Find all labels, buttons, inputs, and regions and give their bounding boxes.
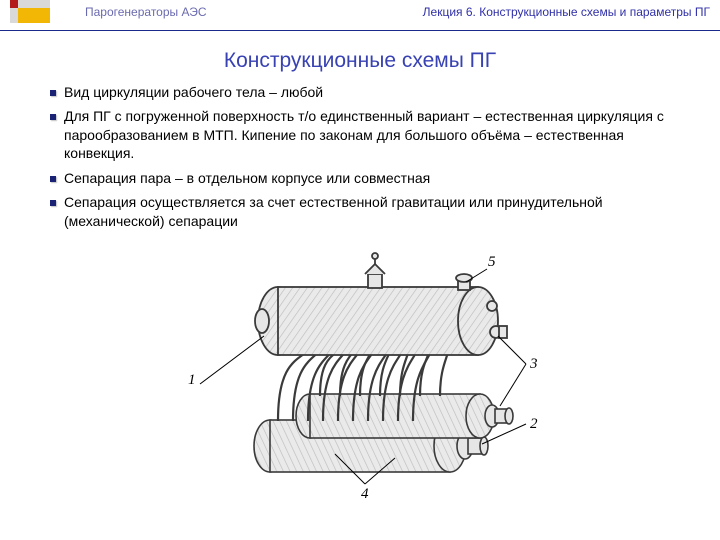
- header-left-text: Парогенераторы АЭС: [85, 5, 207, 19]
- figure-label-3: 3: [529, 356, 538, 372]
- bullet-list: Вид циркуляции рабочего тела – любой Для…: [50, 83, 686, 230]
- list-item: Сепарация осуществляется за счет естеств…: [50, 193, 686, 230]
- figure-label-5: 5: [488, 254, 496, 270]
- figure-label-2: 2: [530, 416, 538, 432]
- list-item: Вид циркуляции рабочего тела – любой: [50, 83, 686, 101]
- header-right-text: Лекция 6. Конструкционные схемы и параме…: [423, 5, 710, 19]
- slide-header: Парогенераторы АЭС Лекция 6. Конструкцио…: [0, 0, 720, 31]
- figure-label-1: 1: [188, 372, 196, 388]
- figure-label-4: 4: [361, 486, 369, 502]
- slide-title: Конструкционные схемы ПГ: [0, 49, 720, 73]
- list-item: Для ПГ с погруженной поверхность т/о еди…: [50, 107, 686, 162]
- list-item: Сепарация пара – в отдельном корпусе или…: [50, 169, 686, 187]
- logo-block: [10, 0, 50, 23]
- steam-generator-diagram: 1 2 3 4 5: [160, 236, 560, 506]
- figure-container: 1 2 3 4 5: [0, 236, 720, 506]
